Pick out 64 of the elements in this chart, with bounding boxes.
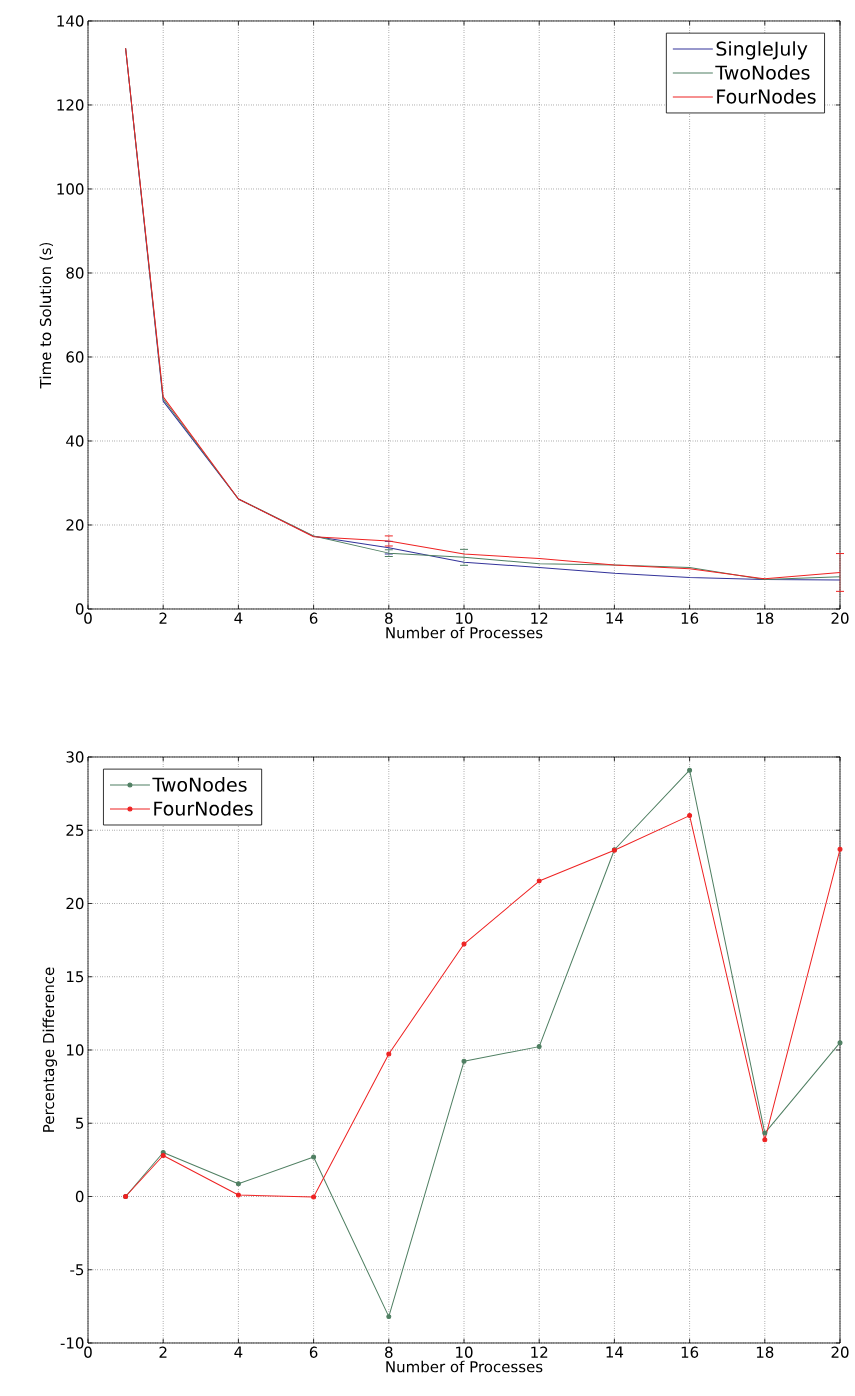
y-tick-label: -5 [70,1264,84,1276]
y-tick-label: 10 [67,1044,84,1056]
x-tick-label: 0 [84,612,92,624]
point [687,813,693,819]
legend-label: FourNodes [717,89,816,104]
x-tick-label: 20 [831,612,849,624]
x-tick-label: 20 [831,1346,849,1358]
x-tick-label: 0 [84,1346,92,1358]
y-tick-label: 140 [57,15,84,27]
y-tick-label: 100 [57,183,84,195]
point [235,1192,241,1198]
y-tick-label: -10 [60,1337,84,1349]
point [311,1154,317,1160]
x-tick-label: 16 [681,612,699,624]
y-tick-label: 25 [66,824,84,836]
x-tick-label: 18 [756,612,774,624]
x-tick-label: 8 [385,612,393,624]
legend-label: TwoNodes [152,777,247,792]
point [461,941,467,947]
x-tick-label: 8 [385,1346,393,1358]
x-tick-label: 10 [456,612,473,624]
point [837,1040,843,1046]
y-tick-label: 0 [75,603,84,615]
point [762,1130,768,1136]
point [386,1314,392,1320]
y-tick-label: 0 [75,1190,84,1203]
point [837,846,843,852]
x-tick-label: 4 [234,612,243,624]
point [311,1194,317,1200]
y-axis-title: Percentage Difference [42,967,58,1132]
y-axis-title: Time to Solution (s) [39,242,53,389]
legend-label: TwoNodes [715,65,810,80]
y-tick-label: 5 [76,1117,84,1129]
x-tick-label: 2 [159,1346,167,1358]
point [687,767,693,773]
y-tick-label: 20 [66,519,84,531]
x-axis-title: Number of Processes [386,626,543,639]
x-tick-label: 4 [234,1346,243,1358]
point [235,1181,241,1187]
point [762,1137,768,1143]
point [536,1044,542,1050]
point [461,1058,467,1064]
x-tick-label: 2 [159,612,167,624]
y-tick-label: 15 [67,971,84,983]
x-tick-label: 18 [756,1346,774,1358]
legend-label: SingleJuly [716,41,808,60]
y-tick-label: 30 [66,751,84,763]
y-tick-label: 60 [66,351,84,363]
y-tick-label: 20 [66,897,84,910]
y-tick-label: 40 [66,435,84,447]
x-axis-title: Number of Processes [386,1360,543,1373]
x-tick-label: 12 [531,1346,548,1358]
point [536,878,542,884]
x-tick-label: 12 [531,612,548,624]
y-tick-label: 120 [57,99,84,111]
x-tick-label: 10 [456,1346,473,1358]
legend-label: FourNodes [154,801,253,816]
x-tick-label: 16 [681,1346,699,1358]
x-tick-label: 6 [309,1346,318,1358]
y-tick-label: 80 [66,267,84,279]
x-tick-label: 14 [606,1346,624,1358]
point [386,1051,392,1057]
x-tick-label: 6 [309,612,318,624]
x-tick-label: 14 [606,612,624,624]
